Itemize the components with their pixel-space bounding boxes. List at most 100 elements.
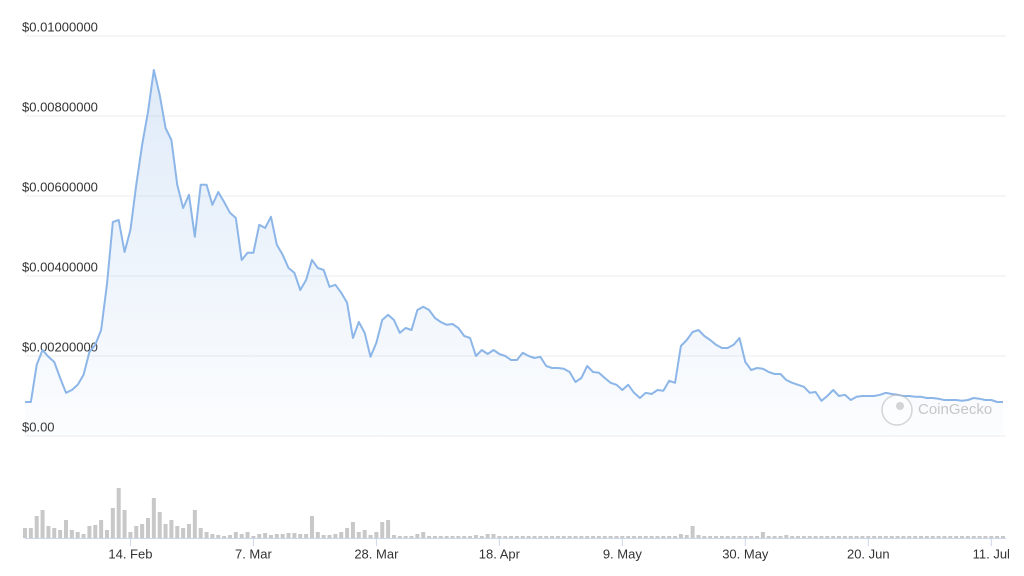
volume-bar bbox=[555, 536, 560, 538]
volume-bar bbox=[403, 536, 408, 538]
y-tick-label: $0.01000000 bbox=[22, 19, 98, 34]
volume-bar bbox=[327, 535, 332, 538]
volume-bar bbox=[678, 534, 683, 538]
volume-bar bbox=[339, 532, 344, 538]
volume-bar bbox=[725, 536, 730, 538]
volume-bar bbox=[421, 532, 426, 538]
volume-bar bbox=[415, 534, 420, 538]
volume-bar bbox=[585, 536, 590, 538]
volume-bar bbox=[790, 536, 795, 538]
volume-bar bbox=[239, 534, 244, 538]
volume-bar bbox=[819, 536, 824, 538]
volume-bar bbox=[626, 536, 631, 538]
volume-bar bbox=[274, 534, 279, 538]
volume-bar bbox=[813, 536, 818, 538]
volume-bar bbox=[233, 532, 238, 538]
volume-bar bbox=[473, 535, 478, 538]
volume-bar bbox=[309, 516, 314, 538]
volume-bar bbox=[837, 536, 842, 538]
y-tick-label: $0.00400000 bbox=[22, 259, 98, 274]
volume-bar bbox=[286, 533, 291, 538]
volume-bar bbox=[380, 522, 385, 538]
x-tick-label: 20. Jun bbox=[847, 546, 890, 561]
volume-bar bbox=[298, 534, 303, 538]
volume-bar bbox=[321, 535, 326, 538]
x-tick-label: 14. Feb bbox=[108, 546, 152, 561]
volume-bar bbox=[181, 528, 186, 538]
volume-bar bbox=[456, 536, 461, 538]
volume-bar bbox=[28, 528, 33, 538]
volume-bar bbox=[163, 524, 168, 538]
volume-bar bbox=[116, 488, 121, 538]
volume-bar bbox=[550, 536, 555, 538]
plot: $0.00$0.00200000$0.00400000$0.00600000$0… bbox=[22, 19, 1010, 561]
volume-bar bbox=[766, 536, 771, 538]
volume-bar bbox=[913, 536, 918, 538]
volume-bar bbox=[561, 536, 566, 538]
volume-bar bbox=[702, 536, 707, 538]
volume-bar bbox=[807, 536, 812, 538]
volume-bar bbox=[983, 536, 988, 538]
volume-bar bbox=[878, 536, 883, 538]
volume-bar bbox=[222, 536, 227, 538]
volume-bar bbox=[63, 520, 68, 538]
volume-bar bbox=[936, 536, 941, 538]
volume-bar bbox=[866, 536, 871, 538]
volume-bar bbox=[462, 536, 467, 538]
volume-bar bbox=[491, 534, 496, 538]
volume-bar bbox=[157, 512, 162, 538]
volume-bar bbox=[110, 508, 115, 538]
x-tick-label: 18. Apr bbox=[479, 546, 521, 561]
volume-bar bbox=[755, 536, 760, 538]
volume-bar bbox=[901, 536, 906, 538]
volume-bar bbox=[397, 536, 402, 538]
volume-bar bbox=[257, 534, 262, 538]
volume-bar bbox=[924, 536, 929, 538]
volume-bar bbox=[637, 536, 642, 538]
volume-bar bbox=[772, 536, 777, 538]
volume-bar bbox=[251, 536, 256, 538]
volume-bar bbox=[216, 535, 221, 538]
volume-bar bbox=[614, 536, 619, 538]
volume-bar bbox=[75, 532, 80, 538]
volume-bar bbox=[104, 530, 109, 538]
volume-bar bbox=[796, 536, 801, 538]
volume-bar bbox=[122, 510, 127, 538]
volume-bar bbox=[362, 530, 367, 538]
volume-bar bbox=[374, 532, 379, 538]
volume-bar bbox=[708, 536, 713, 538]
volume-bar bbox=[737, 536, 742, 538]
volume-bar bbox=[655, 536, 660, 538]
volume-bar bbox=[175, 526, 180, 538]
volume-bar bbox=[538, 536, 543, 538]
volume-bar bbox=[731, 536, 736, 538]
volume-bar bbox=[432, 536, 437, 538]
volume-bar bbox=[479, 536, 484, 538]
volume-bar bbox=[948, 536, 953, 538]
volume-bar bbox=[842, 536, 847, 538]
volume-bar bbox=[954, 536, 959, 538]
volume-bar bbox=[971, 536, 976, 538]
volume-bar bbox=[46, 526, 51, 538]
volume-bar bbox=[620, 536, 625, 538]
volume-bar bbox=[69, 530, 74, 538]
volume-bar bbox=[345, 528, 350, 538]
volume-bar bbox=[544, 536, 549, 538]
volume-bar bbox=[872, 536, 877, 538]
volume-bar bbox=[965, 536, 970, 538]
volume-bar bbox=[140, 524, 145, 538]
volume-bar bbox=[427, 536, 432, 538]
volume-bar bbox=[52, 528, 57, 538]
volume-bar bbox=[784, 535, 789, 538]
volume-bar bbox=[690, 526, 695, 538]
volume-bar bbox=[192, 510, 197, 538]
volume-bar bbox=[169, 520, 174, 538]
volume-bar bbox=[643, 536, 648, 538]
volume-bar bbox=[673, 536, 678, 538]
volume-bar bbox=[227, 535, 232, 538]
volume-bar bbox=[99, 520, 104, 538]
volume-bar bbox=[23, 528, 27, 538]
x-tick-label: 30. May bbox=[722, 546, 769, 561]
volume-bar bbox=[468, 536, 473, 538]
